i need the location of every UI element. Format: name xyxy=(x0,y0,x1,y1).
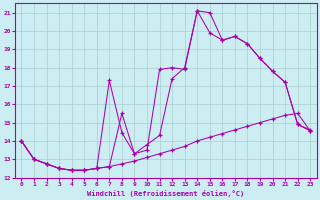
X-axis label: Windchill (Refroidissement éolien,°C): Windchill (Refroidissement éolien,°C) xyxy=(87,190,244,197)
